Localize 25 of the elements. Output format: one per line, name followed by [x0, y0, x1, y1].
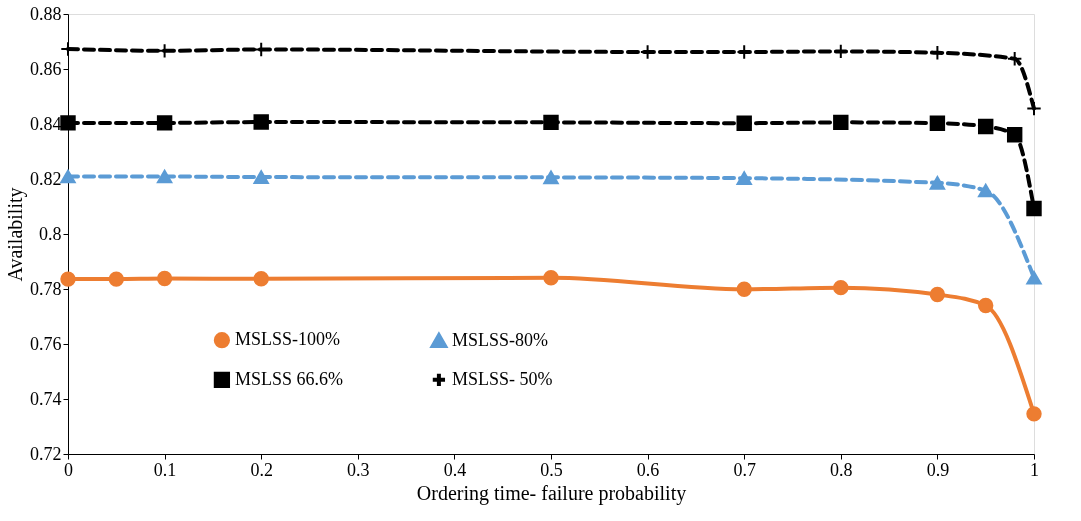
x-tick-label: 0.6 — [636, 459, 660, 480]
x-tick-label: 0.7 — [733, 459, 756, 480]
x-tick-label: 0.9 — [926, 459, 950, 480]
x-tick-label: 0 — [64, 459, 73, 480]
legend-label: MSLSS-100% — [234, 329, 340, 350]
x-tick-label: 0.1 — [153, 459, 177, 480]
legend-label: MSLSS 66.6% — [234, 368, 343, 389]
y-tick-label: 0.78 — [30, 278, 62, 299]
x-axis-title: Ordering time- failure probability — [416, 481, 687, 505]
x-tick-label: 1 — [1030, 459, 1039, 480]
y-tick-label: 0.86 — [30, 58, 62, 79]
y-tick-label: 0.82 — [30, 168, 62, 189]
y-tick-label: 0.76 — [30, 333, 62, 354]
y-tick-label: 0.74 — [30, 388, 62, 409]
x-tick-label: 0.8 — [830, 459, 853, 480]
legend-label: MSLSS-80% — [451, 329, 548, 350]
y-tick-label: 0.72 — [30, 443, 62, 464]
y-tick-label: 0.88 — [30, 3, 62, 24]
legend-label: MSLSS- 50% — [451, 368, 553, 389]
y-tick-label: 0.8 — [39, 223, 62, 244]
x-tick-label: 0.2 — [250, 459, 273, 480]
y-axis-title: Availability — [4, 187, 27, 282]
x-tick-label: 0.4 — [443, 459, 467, 480]
x-tick-label: 0.3 — [347, 459, 370, 480]
x-tick-label: 0.5 — [540, 459, 563, 480]
